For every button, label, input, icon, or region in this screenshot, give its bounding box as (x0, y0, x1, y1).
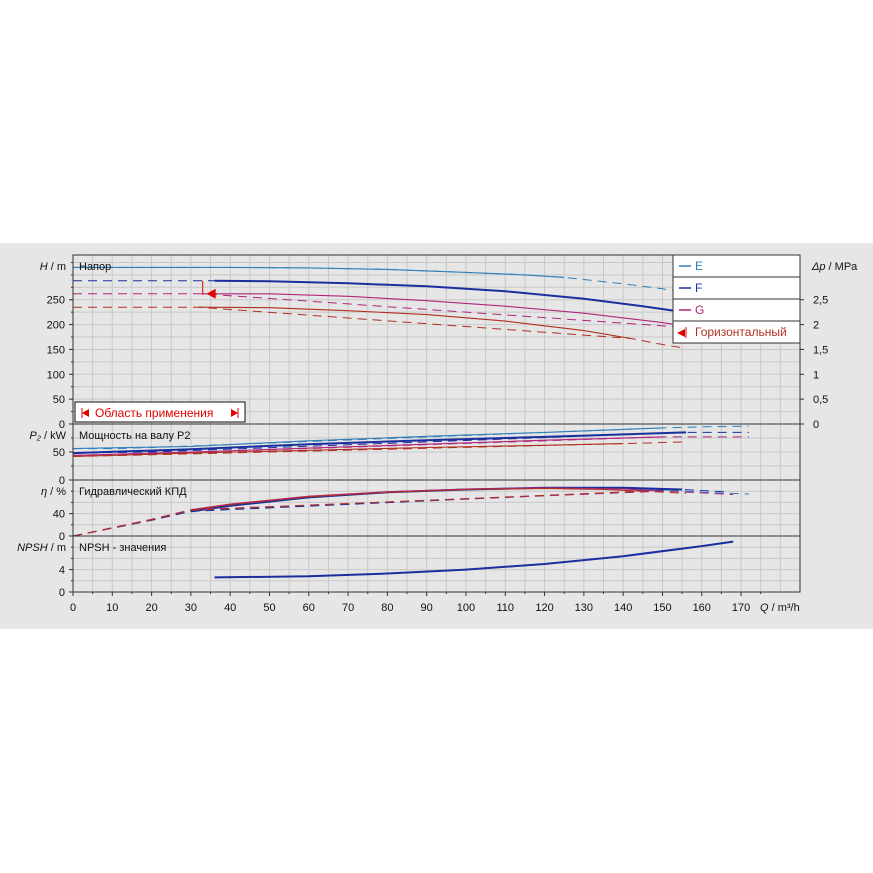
x-tick-label: 70 (342, 602, 354, 614)
right-tick-label: 1,5 (813, 344, 828, 356)
y-axis-unit: / m (48, 261, 66, 273)
legend-item-F[interactable]: F (672, 276, 801, 300)
y-tick-label: 150 (47, 344, 65, 356)
y-tick-label: 0 (59, 531, 65, 543)
legend-arrow-icon (677, 329, 685, 337)
x-tick-label: 110 (496, 602, 514, 614)
y-tick-label: 100 (47, 369, 65, 381)
y-tick-label: 40 (53, 509, 65, 521)
y-axis-label-npsh: NPSH / m (17, 542, 66, 554)
x-tick-label: 90 (421, 602, 433, 614)
range-right-arrow-icon (231, 409, 238, 417)
curve-head-E (73, 266, 565, 278)
curve-power-F (72, 431, 687, 455)
panel-title-power: Мощность на валу P2 (79, 430, 191, 442)
x-tick-label: 120 (535, 602, 553, 614)
x-tick-label: 30 (185, 602, 197, 614)
pump-curve-panel: Напор H / m 0 50 100 150 200 250 Δp / MPa 0 0,5 1 1,… (0, 243, 873, 629)
right-tick-label: 2,5 (813, 295, 828, 307)
x-tick-label: 50 (263, 602, 275, 614)
x-tick-label: 160 (693, 602, 711, 614)
legend-item-E[interactable]: E (672, 254, 801, 278)
curves (72, 266, 749, 579)
range-left-arrow-icon (82, 409, 89, 417)
right-axis-label: Δp / MPa (811, 261, 858, 273)
curve-head-G-dashed (73, 293, 742, 336)
right-tick-label: 2 (813, 320, 819, 332)
y-tick-label: 250 (47, 295, 65, 307)
y-axis-symbol: η (41, 486, 47, 498)
x-axis-symbol: Q (760, 602, 769, 614)
panel-title-efficiency: Гидравлический КПД (79, 486, 187, 498)
legend-item-H[interactable]: Горизонтальный (672, 320, 801, 344)
x-tick-label: 150 (653, 602, 671, 614)
legend[interactable]: EFG Горизонтальный (672, 254, 801, 344)
x-tick-label: 0 (70, 602, 76, 614)
panel-title-head: Напор (79, 261, 111, 273)
curve-power-G (72, 436, 663, 456)
legend-cell (672, 254, 801, 278)
y-axis-label-efficiency: η / % (41, 486, 66, 498)
y-axis-symbol: NPSH (17, 542, 48, 554)
y-tick-label: 4 (59, 565, 65, 577)
x-tick-label: 140 (614, 602, 632, 614)
x-tick-label: 80 (381, 602, 393, 614)
curve-efficiency-H-dashed (72, 490, 687, 537)
legend-label: Горизонтальный (695, 325, 787, 339)
curve-power-F-dashed (72, 431, 749, 454)
legend-cell (672, 276, 801, 300)
legend-label: F (695, 281, 702, 295)
x-tick-label: 40 (224, 602, 236, 614)
curve-power-E-dashed (73, 425, 749, 450)
x-tick-label: 100 (457, 602, 475, 614)
x-tick-label: 10 (106, 602, 118, 614)
y-tick-label: 50 (53, 394, 65, 406)
curve-head-F (214, 279, 675, 312)
right-tick-label: 0,5 (813, 394, 828, 406)
application-range-frame (74, 401, 246, 423)
y-tick-label: 0 (59, 419, 65, 431)
curve-npsh-F (214, 540, 734, 579)
x-tick-label: 20 (145, 602, 157, 614)
curve-head-H (198, 306, 632, 340)
right-tick-label: 1 (813, 369, 819, 381)
curve-head-G (202, 293, 702, 330)
x-tick-label: 130 (575, 602, 593, 614)
legend-cell (672, 320, 801, 344)
x-tick-label: 60 (303, 602, 315, 614)
x-axis-unit: / m³/h (769, 602, 800, 614)
y-axis-unit: / kW (41, 430, 67, 442)
y-axis-label-head: H / m (40, 261, 66, 273)
range-marker-arrow (206, 288, 216, 299)
right-axis-unit: / MPa (826, 261, 859, 273)
legend-label: G (695, 303, 704, 317)
y-axis-symbol: P₂ (29, 430, 41, 442)
panel-title-npsh: NPSH - значения (79, 542, 166, 554)
right-tick-label: 0 (813, 419, 819, 431)
curve-head-H-dashed (73, 306, 687, 349)
x-tick-label: 170 (732, 602, 750, 614)
y-tick-label: 0 (59, 587, 65, 599)
curve-head-E-dashed (73, 266, 687, 293)
y-tick-label: 200 (47, 320, 65, 332)
y-axis-unit: / m (48, 542, 66, 554)
curve-efficiency-H (190, 487, 643, 511)
y-axis-symbol: H (40, 261, 48, 273)
right-axis-symbol: Δp (811, 261, 826, 273)
application-range-box: Область применения (74, 401, 246, 423)
application-range-label: Область применения (95, 406, 213, 420)
y-axis-unit: / % (47, 486, 66, 498)
y-tick-label: 0 (59, 475, 65, 487)
y-tick-label: 50 (53, 447, 65, 459)
legend-label: E (695, 259, 703, 273)
y-axis-label-power: P₂ / kW (29, 430, 66, 442)
curve-power-H (72, 443, 624, 458)
legend-item-G[interactable]: G (672, 298, 801, 322)
x-axis-label: Q / m³/h (760, 602, 800, 614)
curve-power-E (72, 427, 663, 450)
panel-frame-npsh (72, 535, 801, 593)
legend-cell (672, 298, 801, 322)
